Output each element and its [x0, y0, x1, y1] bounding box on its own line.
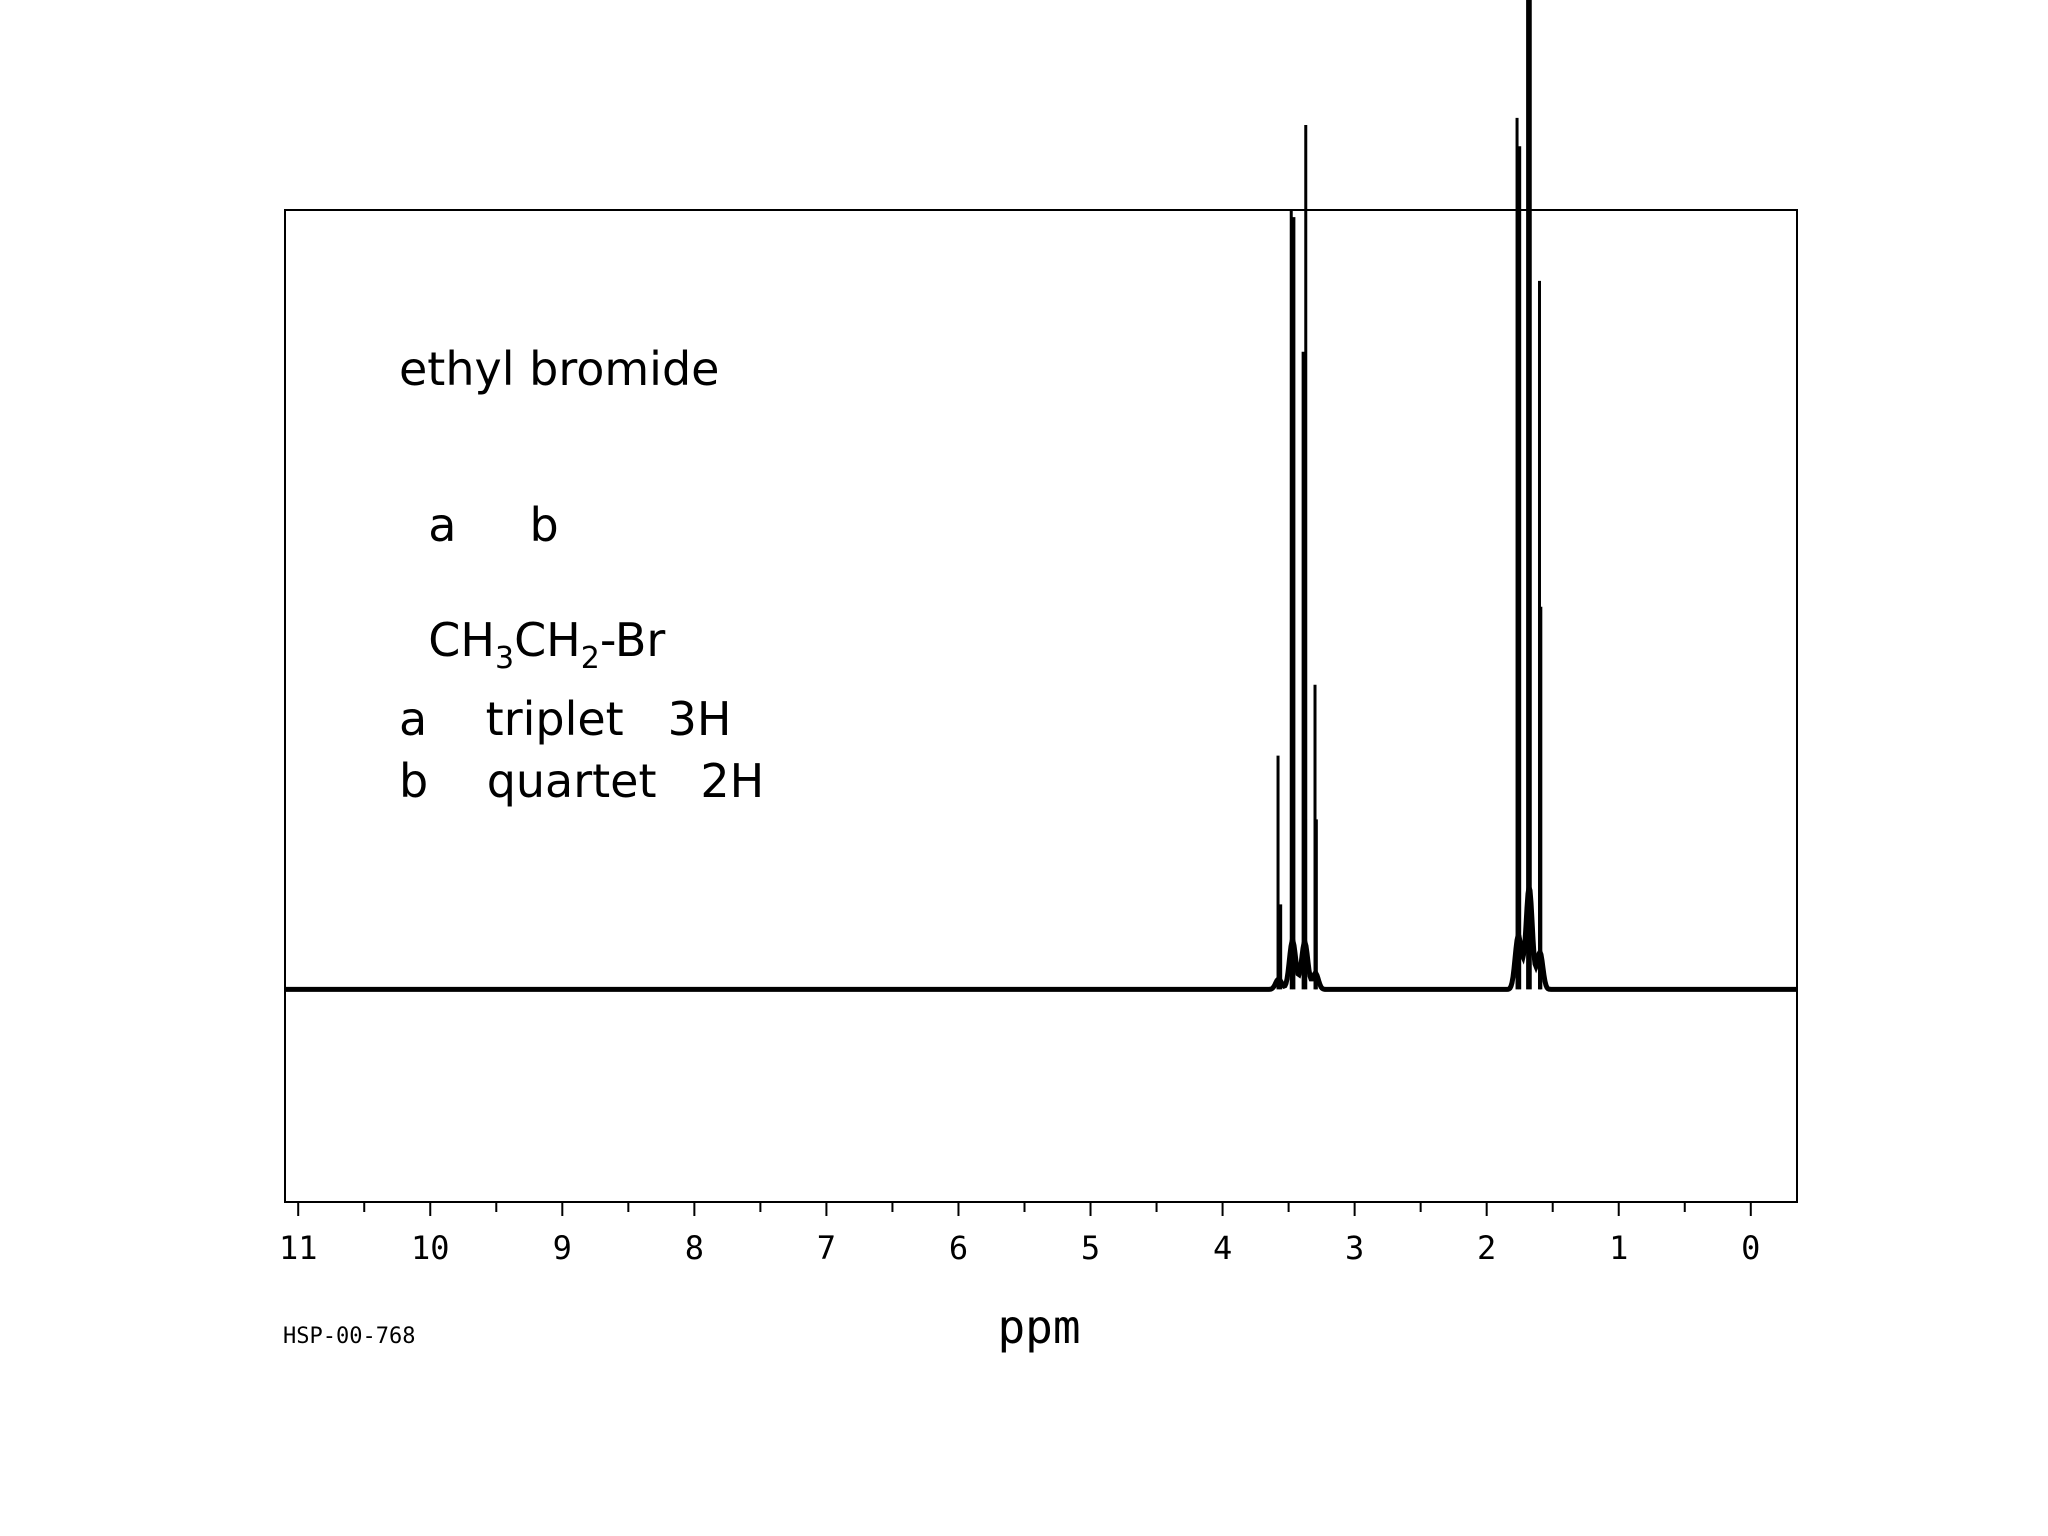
formula-ch-b: CH	[514, 613, 581, 667]
compound-name: ethyl bromide	[399, 342, 720, 396]
x-axis-tick-labels: 11 10 9 8 7 6 5 4 3 2 1 0	[279, 1229, 1760, 1267]
structural-formula: CH3CH2-Br	[399, 571, 665, 674]
spectrum-peaks	[1276, 0, 1543, 990]
x-tick-label: 10	[411, 1229, 450, 1267]
atom-labels: a b	[399, 498, 559, 552]
x-axis-title: ppm	[997, 1300, 1080, 1354]
formula-ch-a: CH	[428, 613, 495, 667]
x-tick-label: 5	[1081, 1229, 1100, 1267]
x-axis-ticks	[297, 1202, 1752, 1216]
x-tick-label: 9	[553, 1229, 572, 1267]
x-tick-label: 2	[1477, 1229, 1496, 1267]
x-tick-label: 4	[1213, 1229, 1232, 1267]
assignment-b: b quartet 2H	[399, 754, 765, 808]
x-tick-label: 1	[1609, 1229, 1628, 1267]
formula-br: -Br	[599, 613, 666, 667]
x-tick-label: 3	[1345, 1229, 1364, 1267]
x-tick-label: 8	[685, 1229, 704, 1267]
x-tick-label: 11	[279, 1229, 318, 1267]
plot-frame	[284, 209, 1798, 1203]
x-tick-label: 6	[949, 1229, 968, 1267]
x-tick-label: 0	[1741, 1229, 1760, 1267]
x-tick-label: 7	[817, 1229, 836, 1267]
assignment-a: a triplet 3H	[399, 692, 732, 746]
spectrum-baseline	[285, 886, 1797, 992]
formula-sub-2: 2	[580, 641, 600, 676]
formula-sub-3: 3	[494, 641, 515, 676]
spectrum-code-label: HSP-00-768	[283, 1324, 415, 1349]
